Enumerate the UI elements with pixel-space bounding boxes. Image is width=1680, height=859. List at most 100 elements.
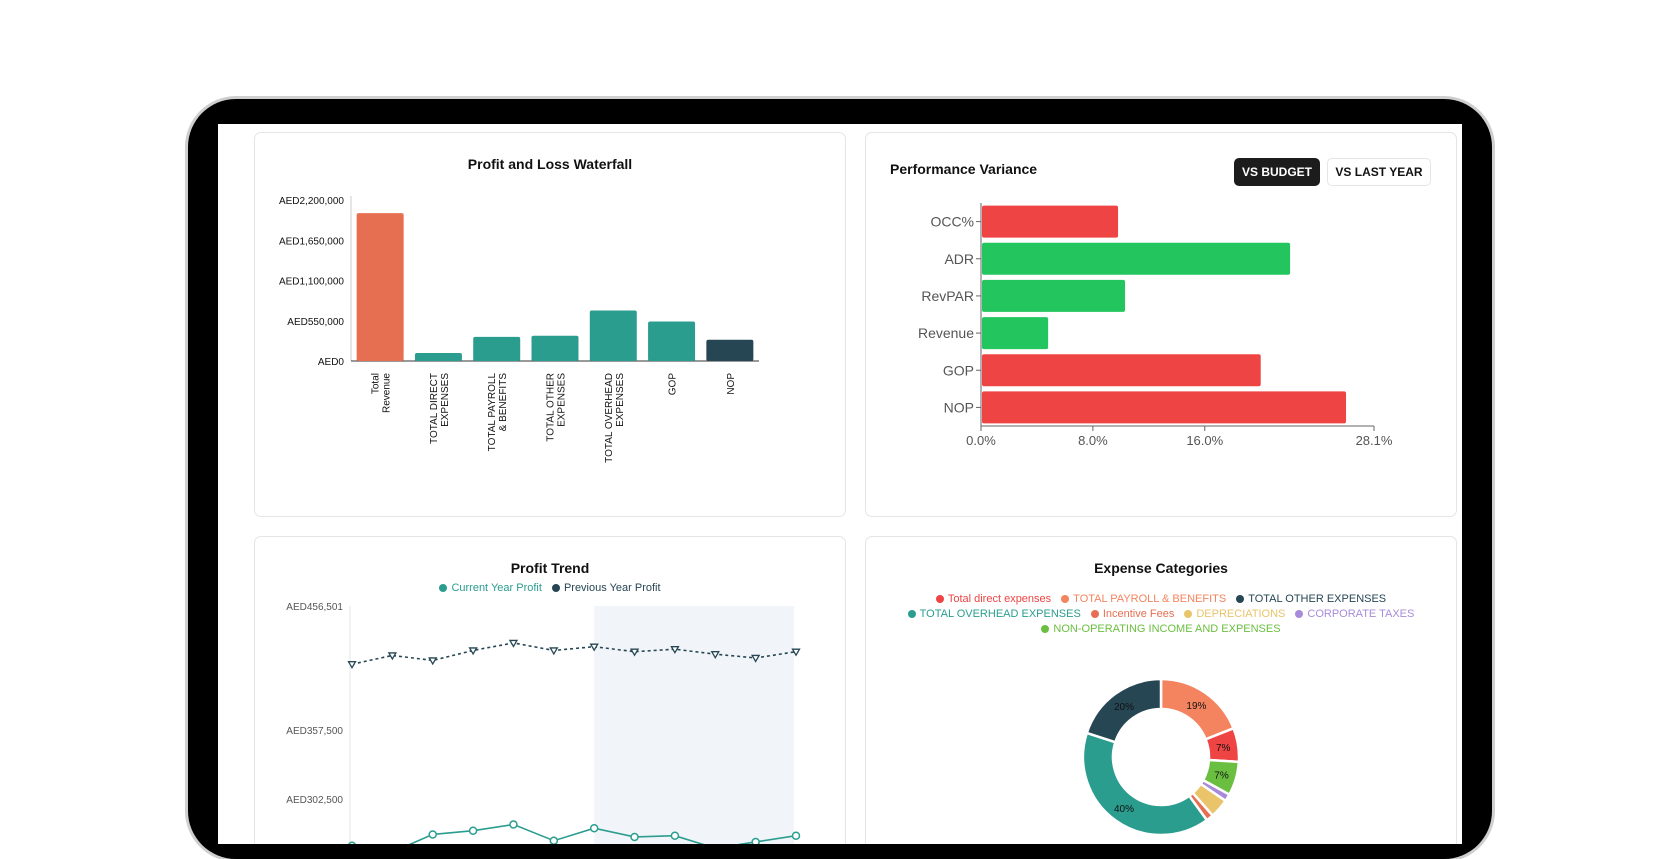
legend-item-overhead[interactable]: TOTAL OVERHEAD EXPENSES [907, 608, 1081, 620]
legend-dot-icon [551, 584, 560, 592]
x-tick-label: 0.0% [966, 433, 996, 448]
y-tick-label: ADR [944, 251, 974, 267]
bar [648, 321, 696, 361]
trend-chart: AED302,500 AED357,500 AED456,501 [286, 602, 801, 844]
data-point [549, 647, 559, 656]
slice-label: 7% [1214, 771, 1229, 782]
data-point [428, 830, 437, 839]
data-point [468, 647, 478, 656]
x-tick-label-group: TOTAL PAYROLL & BENEFITS [487, 373, 509, 452]
x-tick-label: Total [371, 373, 382, 394]
data-point [791, 831, 801, 840]
expenses-legend-row-2: TOTAL OVERHEAD EXPENSES Incentive Fees D… [866, 608, 1456, 620]
x-tick-label: TOTAL DIRECT [429, 373, 440, 444]
slice-label: 19% [1186, 701, 1206, 712]
x-tick-label: TOTAL PAYROLL [487, 373, 498, 452]
data-point [670, 831, 680, 840]
data-point [710, 651, 720, 659]
legend-item-non-operating[interactable]: NON-OPERATING INCOME AND EXPENSES [1041, 623, 1281, 635]
y-tick-label: AED1,100,000 [279, 277, 344, 288]
data-point [549, 836, 559, 844]
bar [982, 205, 1119, 238]
highlight-band [594, 606, 794, 844]
variance-title: Performance Variance [890, 161, 1038, 177]
x-tick-label: GOP [668, 373, 679, 396]
data-point [589, 643, 599, 652]
data-point [468, 826, 478, 835]
expenses-legend-row-3: NON-OPERATING INCOME AND EXPENSES [866, 623, 1456, 635]
x-tick-label: Revenue [382, 373, 393, 413]
slice-label: 20% [1114, 702, 1134, 713]
data-point [428, 657, 438, 666]
legend-item-payroll[interactable]: TOTAL PAYROLL & BENEFITS [1061, 593, 1226, 605]
data-point [630, 832, 639, 842]
dashboard-screen: Profit and Loss Waterfall AED0 AED550,000… [218, 124, 1462, 844]
expenses-card: Expense Categories Total direct expenses… [865, 536, 1457, 844]
legend-label: NON-OPERATING INCOME AND EXPENSES [1053, 623, 1281, 635]
bar [982, 317, 1049, 350]
legend-dot-icon [907, 610, 916, 618]
x-tick-label-group: Total Revenue [371, 373, 393, 413]
y-tick-label: AED1,650,000 [279, 236, 344, 247]
y-tick-label: AED550,000 [287, 317, 344, 328]
expense-donut-chart: 19% 7% 7% 40% 20% [1081, 677, 1241, 837]
data-point [629, 648, 640, 657]
x-tick-label: TOTAL OTHER [546, 373, 557, 442]
bar [589, 310, 637, 361]
data-point [751, 837, 760, 844]
trend-legend: Current Year Profit Previous Year Profit [255, 582, 845, 594]
legend-label: CORPORATE TAXES [1307, 608, 1415, 620]
bar [356, 213, 404, 361]
x-tick-label: TOTAL OVERHEAD [604, 373, 615, 463]
legend-item-direct-expenses[interactable]: Total direct expenses [935, 593, 1052, 605]
legend-label: Incentive Fees [1102, 608, 1175, 620]
data-point [387, 652, 397, 661]
y-tick-label: GOP [943, 362, 974, 378]
legend-label: Total direct expenses [947, 593, 1052, 605]
legend-label: TOTAL OTHER EXPENSES [1248, 593, 1387, 605]
y-tick-label: AED357,500 [286, 726, 343, 737]
legend-label: TOTAL PAYROLL & BENEFITS [1073, 593, 1227, 605]
data-point [347, 661, 357, 670]
data-point [791, 648, 801, 657]
expenses-legend-row-1: Total direct expenses TOTAL PAYROLL & BE… [866, 593, 1456, 605]
x-tick-label: & BENEFITS [498, 373, 509, 432]
vs-budget-button[interactable]: VS BUDGET [1234, 158, 1320, 186]
y-tick-label: OCC% [930, 214, 974, 230]
legend-item-depreciations[interactable]: DEPRECIATIONS [1184, 608, 1285, 620]
variance-card: Performance Variance VS BUDGET VS LAST Y… [865, 132, 1457, 517]
bar [473, 336, 521, 361]
bar [982, 391, 1347, 424]
data-point [348, 841, 356, 844]
legend-dot-icon [1061, 595, 1070, 603]
x-tick-label: 16.0% [1186, 433, 1223, 448]
data-point [670, 646, 680, 654]
y-tick-label: RevPAR [921, 288, 974, 304]
legend-dot-icon [1236, 595, 1245, 603]
y-tick-label: AED302,500 [286, 795, 343, 806]
legend-item-incentive-fees[interactable]: Incentive Fees [1090, 608, 1175, 620]
legend-label: TOTAL OVERHEAD EXPENSES [919, 608, 1081, 620]
trend-title: Profit Trend [510, 560, 590, 576]
legend-dot-icon [1041, 625, 1050, 633]
bar [531, 335, 579, 361]
legend-item-corporate-taxes[interactable]: CORPORATE TAXES [1295, 608, 1414, 620]
x-tick-label-group: TOTAL DIRECT EXPENSES [429, 373, 451, 444]
donut-slice [1081, 731, 1209, 837]
legend-item-previous-year[interactable]: Previous Year Profit [551, 582, 661, 594]
bar [982, 279, 1126, 312]
bar [414, 352, 462, 361]
x-tick-label-group: TOTAL OVERHEAD EXPENSES [604, 373, 626, 463]
y-tick-label: Revenue [918, 325, 974, 341]
waterfall-card: Profit and Loss Waterfall AED0 AED550,000… [254, 132, 846, 517]
x-tick-label: EXPENSES [615, 373, 626, 427]
slice-label: 40% [1114, 804, 1134, 815]
x-tick-label: EXPENSES [557, 373, 568, 427]
legend-item-current-year[interactable]: Current Year Profit [439, 582, 542, 594]
y-tick-label: AED456,501 [286, 602, 343, 613]
vs-last-year-button[interactable]: VS LAST YEAR [1327, 158, 1431, 186]
legend-item-other-expenses[interactable]: TOTAL OTHER EXPENSES [1236, 593, 1386, 605]
x-tick-label: EXPENSES [440, 373, 451, 427]
x-tick-label-group: GOP [668, 373, 679, 396]
data-point [508, 639, 519, 648]
